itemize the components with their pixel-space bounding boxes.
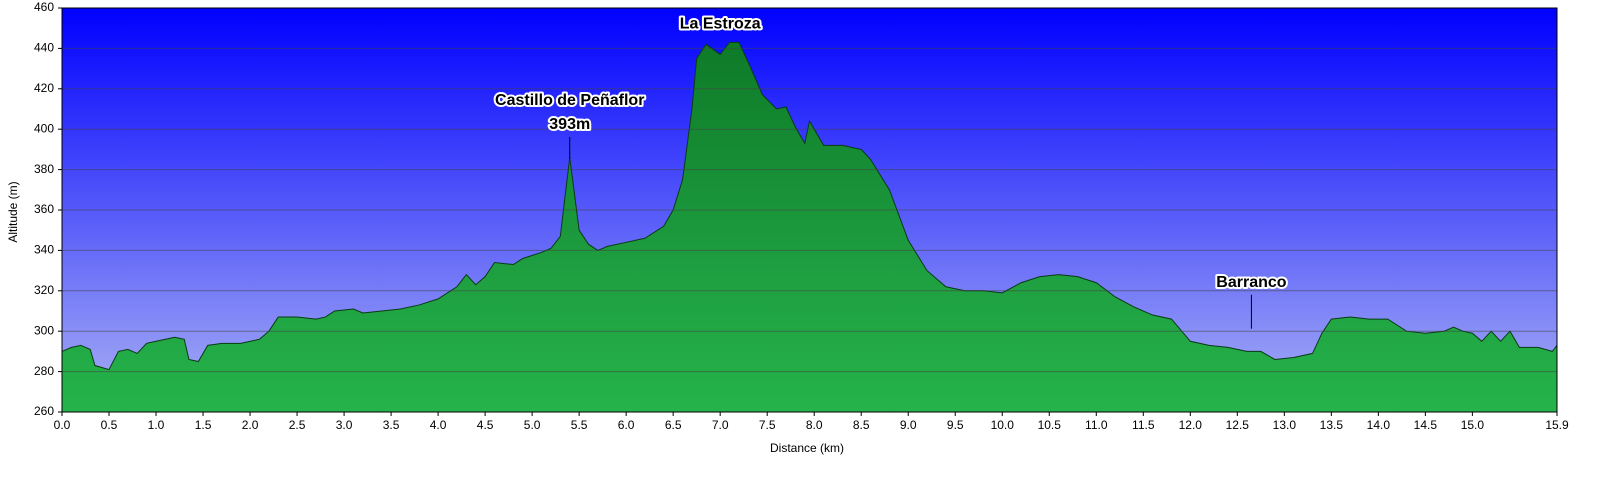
x-tick-label: 7.0 bbox=[712, 418, 729, 432]
y-tick-label: 260 bbox=[34, 404, 54, 418]
y-tick-label: 460 bbox=[34, 0, 54, 14]
plot-frame bbox=[61, 7, 1558, 413]
x-tick-label: 15.9 bbox=[1545, 418, 1569, 432]
x-tick-label: 3.5 bbox=[383, 418, 400, 432]
x-tick-label: 10.5 bbox=[1038, 418, 1062, 432]
x-tick-label: 11.5 bbox=[1132, 418, 1155, 432]
x-tick-label: 5.5 bbox=[571, 418, 588, 432]
y-tick-label: 300 bbox=[34, 323, 54, 337]
x-tick-label: 0.5 bbox=[101, 418, 118, 432]
x-tick-label: 10.0 bbox=[991, 418, 1015, 432]
annotation: 393m bbox=[549, 116, 590, 133]
y-tick-label: 360 bbox=[34, 202, 54, 216]
annotation: Barranco bbox=[1216, 274, 1286, 291]
y-tick-label: 400 bbox=[34, 121, 54, 135]
y-tick-label: 340 bbox=[34, 243, 54, 257]
x-tick-label: 1.0 bbox=[148, 418, 165, 432]
x-tick-label: 12.5 bbox=[1226, 418, 1250, 432]
x-tick-label: 4.5 bbox=[477, 418, 494, 432]
y-tick-label: 440 bbox=[34, 41, 54, 55]
x-tick-label: 6.0 bbox=[618, 418, 635, 432]
x-tick-label: 6.5 bbox=[665, 418, 682, 432]
y-axis-label: Altitude (m) bbox=[6, 181, 20, 242]
x-tick-label: 1.5 bbox=[195, 418, 212, 432]
y-tick-label: 420 bbox=[34, 81, 54, 95]
x-tick-label: 11.0 bbox=[1085, 418, 1108, 432]
x-tick-label: 7.5 bbox=[759, 418, 776, 432]
x-tick-label: 13.5 bbox=[1320, 418, 1344, 432]
annotation: Castillo de Peñaflor bbox=[495, 92, 644, 109]
y-tick-label: 380 bbox=[34, 162, 54, 176]
x-tick-label: 0.0 bbox=[54, 418, 71, 432]
x-tick-label: 8.0 bbox=[806, 418, 823, 432]
x-tick-label: 14.5 bbox=[1414, 418, 1438, 432]
annotation: La Estroza bbox=[680, 15, 761, 32]
x-tick-label: 2.5 bbox=[289, 418, 306, 432]
x-tick-label: 8.5 bbox=[853, 418, 870, 432]
x-tick-label: 4.0 bbox=[430, 418, 447, 432]
y-tick-label: 320 bbox=[34, 283, 54, 297]
x-tick-label: 12.0 bbox=[1179, 418, 1203, 432]
x-tick-label: 2.0 bbox=[242, 418, 259, 432]
x-tick-label: 3.0 bbox=[336, 418, 353, 432]
x-tick-label: 13.0 bbox=[1273, 418, 1297, 432]
x-tick-label: 14.0 bbox=[1367, 418, 1391, 432]
x-axis-label: Distance (km) bbox=[770, 441, 844, 455]
x-tick-label: 9.0 bbox=[900, 418, 917, 432]
x-tick-label: 15.0 bbox=[1461, 418, 1485, 432]
x-tick-label: 5.0 bbox=[524, 418, 541, 432]
y-tick-label: 280 bbox=[34, 364, 54, 378]
elevation-area bbox=[61, 41, 1558, 413]
x-tick-label: 9.5 bbox=[947, 418, 964, 432]
